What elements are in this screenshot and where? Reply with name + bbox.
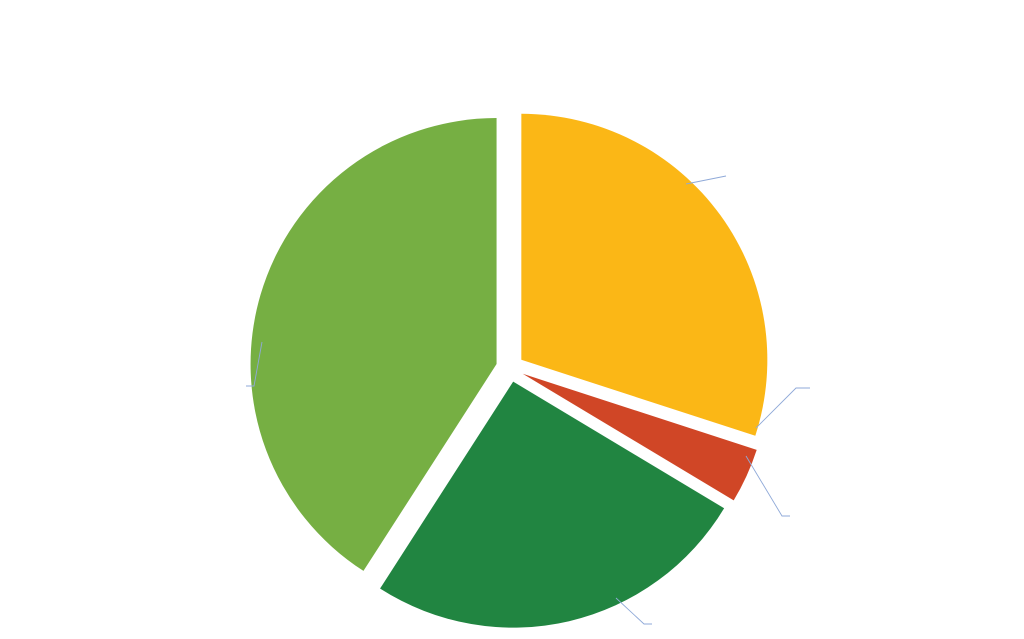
leader-line-red-upper	[755, 387, 810, 429]
leader-line-dark-green	[615, 597, 652, 625]
slice-dark-green	[380, 381, 725, 628]
leader-line-light-green	[246, 341, 263, 387]
pie-slices	[250, 113, 768, 628]
slice-yellow	[521, 113, 768, 436]
slice-light-green	[250, 118, 497, 571]
leader-line-red-lower	[745, 455, 790, 517]
slice-red	[522, 373, 757, 501]
leader-lines	[246, 175, 810, 625]
leader-line-yellow	[685, 175, 727, 185]
